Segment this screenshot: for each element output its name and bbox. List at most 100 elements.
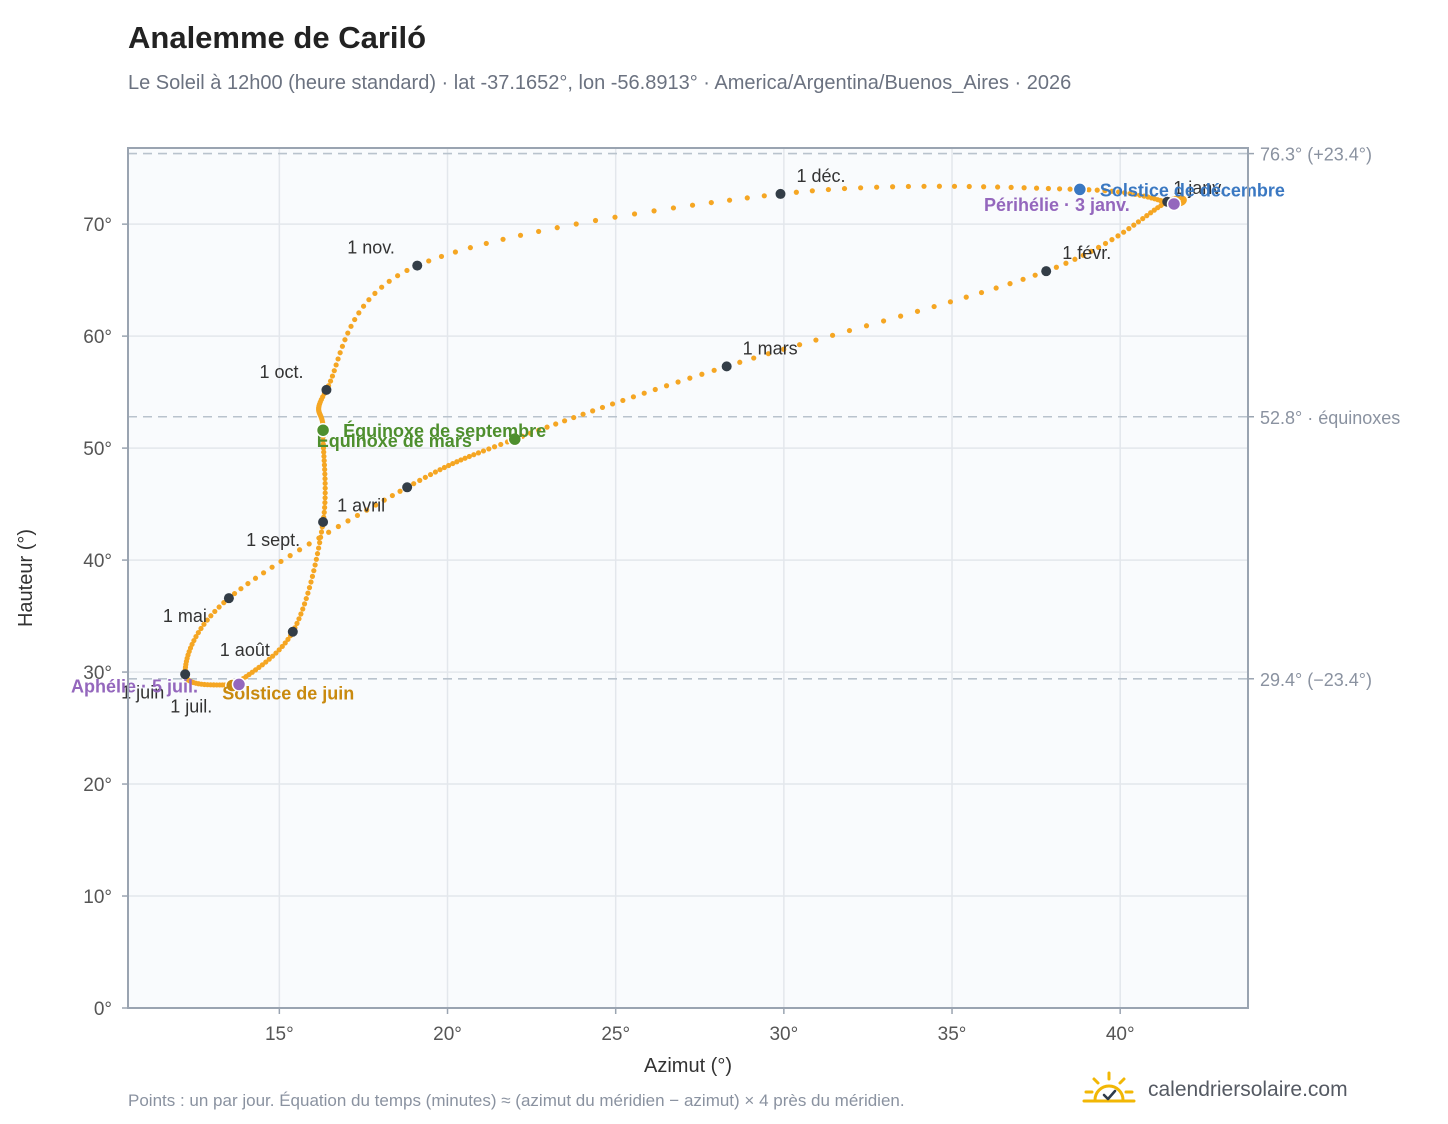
day-point xyxy=(863,323,870,329)
day-point xyxy=(450,460,456,467)
day-point xyxy=(829,332,836,338)
day-point xyxy=(252,575,259,581)
x-tick-label: 20° xyxy=(433,1024,462,1045)
day-point xyxy=(1135,219,1142,225)
brand-text: calendriersolaire.com xyxy=(1148,1078,1348,1101)
day-point xyxy=(809,188,815,194)
event-marker xyxy=(1166,196,1182,212)
day-point xyxy=(630,394,637,400)
day-point xyxy=(841,185,848,192)
day-point xyxy=(339,343,346,349)
day-point xyxy=(500,236,506,242)
day-point xyxy=(245,580,251,587)
day-point xyxy=(273,650,279,656)
day-point xyxy=(322,466,328,473)
day-point xyxy=(978,289,985,296)
brand[interactable]: calendriersolaire.com xyxy=(1082,1068,1348,1112)
day-point xyxy=(1094,187,1100,193)
day-point xyxy=(846,327,853,334)
event-marker xyxy=(315,422,331,438)
day-point xyxy=(441,464,448,471)
day-point xyxy=(708,199,714,206)
month-marker-label: 1 juil. xyxy=(170,697,212,717)
day-point xyxy=(699,371,705,377)
day-point xyxy=(536,427,542,433)
y-tick-label: 30° xyxy=(83,663,112,684)
day-point xyxy=(813,337,819,343)
day-point xyxy=(270,653,276,659)
day-point xyxy=(1088,248,1094,254)
day-point xyxy=(1021,185,1027,191)
day-point xyxy=(1008,184,1014,190)
day-point xyxy=(1020,276,1026,282)
day-point xyxy=(744,195,750,201)
day-point xyxy=(426,258,432,264)
day-point xyxy=(321,453,327,459)
day-point xyxy=(204,617,210,623)
day-point xyxy=(544,424,550,430)
day-point xyxy=(914,308,921,314)
day-point xyxy=(331,368,337,374)
day-point xyxy=(711,367,717,373)
day-point xyxy=(825,186,832,193)
day-point xyxy=(309,573,316,579)
day-point xyxy=(276,647,282,653)
day-point xyxy=(1109,237,1115,243)
month-marker xyxy=(180,669,191,680)
day-point xyxy=(360,303,367,309)
day-point xyxy=(260,570,267,576)
day-point xyxy=(312,562,318,568)
day-point xyxy=(201,621,207,627)
day-point xyxy=(620,397,626,404)
day-point xyxy=(311,568,317,574)
day-point xyxy=(306,585,313,591)
day-point xyxy=(462,455,468,461)
month-marker xyxy=(775,188,786,199)
day-point xyxy=(437,467,443,473)
day-point xyxy=(1127,190,1133,197)
day-point xyxy=(1007,281,1013,287)
day-point xyxy=(352,316,358,323)
day-point xyxy=(993,285,999,291)
day-point xyxy=(663,383,670,389)
day-point xyxy=(561,418,568,424)
reference-line-label: 52.8° · équinoxes xyxy=(1260,408,1400,428)
day-point xyxy=(381,497,387,503)
event-label: Périhélie · 3 janv. xyxy=(984,195,1130,215)
day-point xyxy=(1122,190,1128,196)
day-point xyxy=(1151,207,1157,213)
day-point xyxy=(308,579,314,585)
y-tick-label: 50° xyxy=(83,439,112,460)
day-point xyxy=(373,502,379,508)
day-point xyxy=(1144,213,1150,219)
day-point xyxy=(641,390,647,396)
day-point xyxy=(198,625,204,632)
day-point xyxy=(571,414,577,421)
day-point xyxy=(212,608,218,615)
day-point xyxy=(322,504,328,511)
day-point xyxy=(345,330,351,336)
day-point xyxy=(483,240,489,247)
day-point xyxy=(322,480,328,487)
day-point xyxy=(285,636,291,642)
day-point xyxy=(301,601,308,607)
day-point xyxy=(1063,260,1069,266)
day-point xyxy=(874,184,880,190)
day-point xyxy=(1109,188,1115,194)
day-point xyxy=(1132,191,1138,197)
day-point xyxy=(345,518,351,524)
day-point xyxy=(193,634,199,640)
day-point xyxy=(995,184,1001,190)
day-point xyxy=(269,564,275,570)
x-tick-label: 40° xyxy=(1106,1024,1135,1045)
day-point xyxy=(592,217,599,224)
day-point xyxy=(1032,272,1038,278)
day-point xyxy=(322,495,328,501)
day-point xyxy=(1072,256,1078,262)
plot-frame xyxy=(127,147,1249,1009)
day-point xyxy=(652,386,658,393)
day-point xyxy=(1148,210,1154,216)
day-point xyxy=(335,523,341,530)
day-point xyxy=(320,441,326,447)
